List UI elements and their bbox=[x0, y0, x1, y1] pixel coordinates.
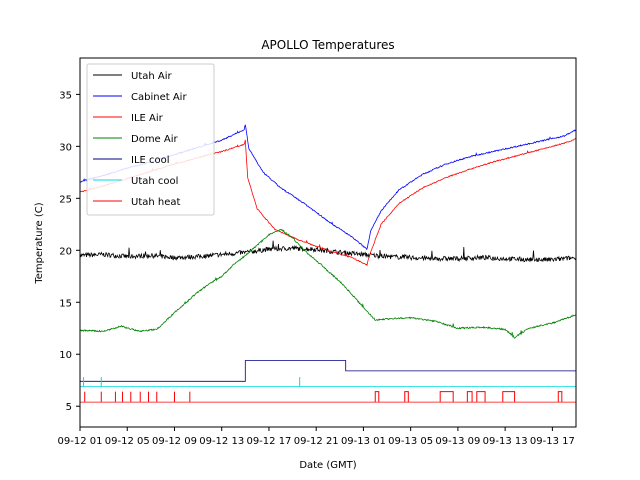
y-tick-label: 25 bbox=[59, 194, 72, 205]
x-tick-label: 09-12 13 bbox=[199, 436, 244, 447]
x-tick-label: 09-12 17 bbox=[246, 436, 291, 447]
series-line-utah-air bbox=[80, 240, 576, 263]
x-tick-label: 09-13 13 bbox=[483, 436, 528, 447]
y-tick-label: 10 bbox=[59, 350, 72, 361]
series-line-dome-air bbox=[80, 228, 576, 339]
series-pulse bbox=[439, 391, 454, 403]
legend-label: Dome Air bbox=[131, 134, 179, 145]
series-line-ile-cool bbox=[80, 360, 576, 382]
series-pulse bbox=[466, 391, 473, 403]
x-axis: 09-12 01 09-12 05 09-12 09 09-12 13 09-12 17… bbox=[58, 427, 575, 447]
series-pulse bbox=[502, 391, 516, 403]
legend-box bbox=[86, 63, 215, 216]
x-tick-label: 09-13 09 bbox=[435, 436, 480, 447]
legend-label: Cabinet Air bbox=[131, 92, 187, 103]
legend-label: Utah Air bbox=[131, 71, 173, 82]
series-pulse bbox=[476, 391, 486, 403]
y-tick-label: 20 bbox=[59, 246, 72, 257]
y-tick-label: 35 bbox=[59, 90, 72, 101]
legend: Utah Air Cabinet Air ILE Air Dome Air ILE co… bbox=[86, 63, 215, 216]
plot-frame bbox=[79, 57, 577, 428]
legend-label: Utah heat bbox=[131, 197, 181, 208]
chart-title: APOLLO Temperatures bbox=[261, 38, 394, 52]
x-tick-label: 09-13 17 bbox=[530, 436, 575, 447]
x-tick-label: 09-13 05 bbox=[388, 436, 433, 447]
x-axis-label: Date (GMT) bbox=[299, 460, 356, 471]
legend-label: Utah cool bbox=[131, 176, 178, 187]
legend-label: ILE Air bbox=[131, 113, 164, 124]
series-pulse bbox=[374, 391, 380, 403]
series-pulse bbox=[557, 391, 563, 403]
series-pulse bbox=[404, 391, 409, 403]
y-axis-label: Temperature (C) bbox=[34, 202, 45, 284]
x-tick-label: 09-12 21 bbox=[294, 436, 339, 447]
x-tick-label: 09-12 01 bbox=[58, 436, 103, 447]
y-tick-label: 15 bbox=[59, 298, 72, 309]
legend-label: ILE cool bbox=[131, 155, 170, 166]
x-tick-label: 09-12 09 bbox=[152, 436, 197, 447]
x-tick-label: 09-12 05 bbox=[105, 436, 150, 447]
x-tick-label: 09-13 01 bbox=[341, 436, 386, 447]
y-tick-label: 5 bbox=[66, 402, 72, 413]
y-tick-label: 30 bbox=[59, 142, 72, 153]
y-axis: 5 10 15 20 25 30 35 bbox=[59, 90, 80, 413]
